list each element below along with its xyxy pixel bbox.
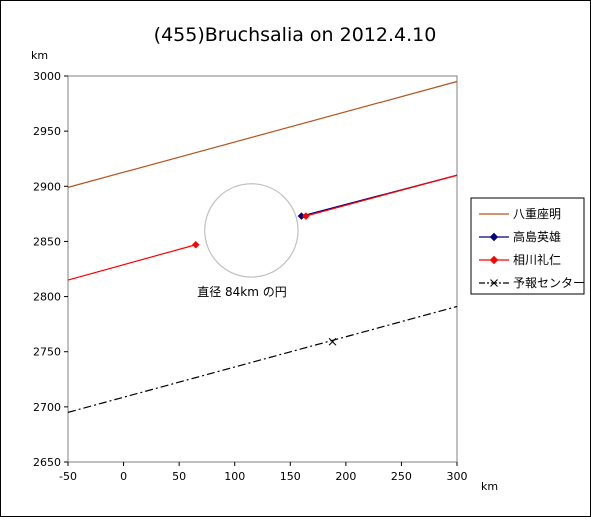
x-tick-label-7: 300 bbox=[447, 470, 468, 483]
plot-area bbox=[67, 75, 458, 463]
x-axis-label: km bbox=[481, 480, 498, 493]
series-4-line bbox=[67, 305, 458, 413]
plot-border bbox=[67, 75, 458, 463]
series-3-segment-2 bbox=[305, 174, 458, 217]
legend-item-4: 予報センター bbox=[479, 276, 585, 290]
legend-item-2-label: 高島英雄 bbox=[513, 229, 561, 244]
series-4-marker bbox=[328, 337, 337, 346]
x-tick-label-2: 50 bbox=[172, 470, 186, 483]
legend-item-1: 八重座明 bbox=[479, 206, 561, 221]
x-tick-label-1: 0 bbox=[120, 470, 127, 483]
legend-item-2: 高島英雄 bbox=[479, 229, 561, 244]
axis-ticks: -50 0 50 100 150 200 250 300 2650 2700 2750 2800 285… bbox=[33, 70, 468, 483]
x-tick-label-6: 250 bbox=[391, 470, 412, 483]
y-tick-label-5: 2900 bbox=[33, 180, 61, 193]
y-tick-label-2: 2750 bbox=[33, 346, 61, 359]
legend-item-3-marker bbox=[489, 255, 499, 265]
y-tick-label-3: 2800 bbox=[33, 291, 61, 304]
x-tick-label-3: 100 bbox=[224, 470, 245, 483]
series-3-endpoint bbox=[191, 240, 200, 249]
legend-item-3: 相川礼仁 bbox=[479, 252, 561, 267]
y-tick-label-4: 2850 bbox=[33, 235, 61, 248]
chart-title: (455)Bruchsalia on 2012.4.10 bbox=[154, 24, 437, 46]
series-1-line bbox=[67, 80, 458, 188]
legend-item-4-label: 予報センター bbox=[513, 276, 585, 290]
legend-item-2-marker bbox=[489, 232, 499, 242]
series-3-endpoint-2 bbox=[301, 212, 310, 220]
x-tick-label-5: 200 bbox=[335, 470, 356, 483]
y-tick-label-0: 2650 bbox=[33, 456, 61, 469]
legend-item-3-label: 相川礼仁 bbox=[513, 252, 561, 267]
y-tick-label-7: 3000 bbox=[33, 70, 61, 83]
y-tick-label-1: 2700 bbox=[33, 401, 61, 414]
x-tick-label-4: 150 bbox=[280, 470, 301, 483]
chart-marks bbox=[67, 80, 458, 413]
x-tick-label-0: -50 bbox=[59, 470, 77, 483]
legend-item-4-marker bbox=[490, 279, 498, 287]
series-3-line bbox=[67, 244, 196, 281]
diameter-circle bbox=[204, 183, 299, 278]
legend-item-1-label: 八重座明 bbox=[513, 206, 561, 221]
y-tick-label-6: 2950 bbox=[33, 125, 61, 138]
circle-annotation: 直径 84km の円 bbox=[197, 285, 287, 299]
y-axis-label: km bbox=[31, 49, 48, 62]
